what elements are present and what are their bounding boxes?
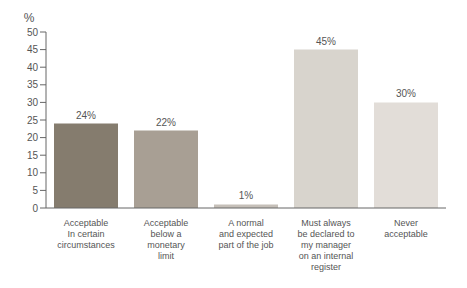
svg-text:30%: 30% [396, 88, 416, 99]
svg-text:0: 0 [32, 203, 38, 214]
svg-text:35: 35 [27, 79, 39, 90]
svg-text:Neveracceptable: Neveracceptable [384, 218, 428, 239]
svg-text:Must alwaysbe declared tomy ma: Must alwaysbe declared tomy manageron an… [297, 218, 354, 272]
svg-text:24%: 24% [76, 110, 96, 121]
svg-text:Acceptablebelow amonetarylimit: Acceptablebelow amonetarylimit [144, 218, 189, 261]
svg-text:45: 45 [27, 44, 39, 55]
svg-text:10: 10 [27, 167, 39, 178]
svg-text:5: 5 [32, 185, 38, 196]
svg-text:AcceptableIn certaincircumstan: AcceptableIn certaincircumstances [57, 218, 115, 250]
svg-text:22%: 22% [156, 117, 176, 128]
svg-text:25: 25 [27, 115, 39, 126]
svg-text:15: 15 [27, 150, 39, 161]
svg-text:%: % [24, 11, 35, 25]
svg-text:40: 40 [27, 62, 39, 73]
svg-text:1%: 1% [239, 190, 254, 201]
svg-text:20: 20 [27, 132, 39, 143]
svg-text:50: 50 [27, 27, 39, 38]
svg-text:45%: 45% [316, 36, 336, 47]
svg-text:A normaland expectedpart of th: A normaland expectedpart of the job [218, 218, 273, 250]
svg-text:30: 30 [27, 97, 39, 108]
